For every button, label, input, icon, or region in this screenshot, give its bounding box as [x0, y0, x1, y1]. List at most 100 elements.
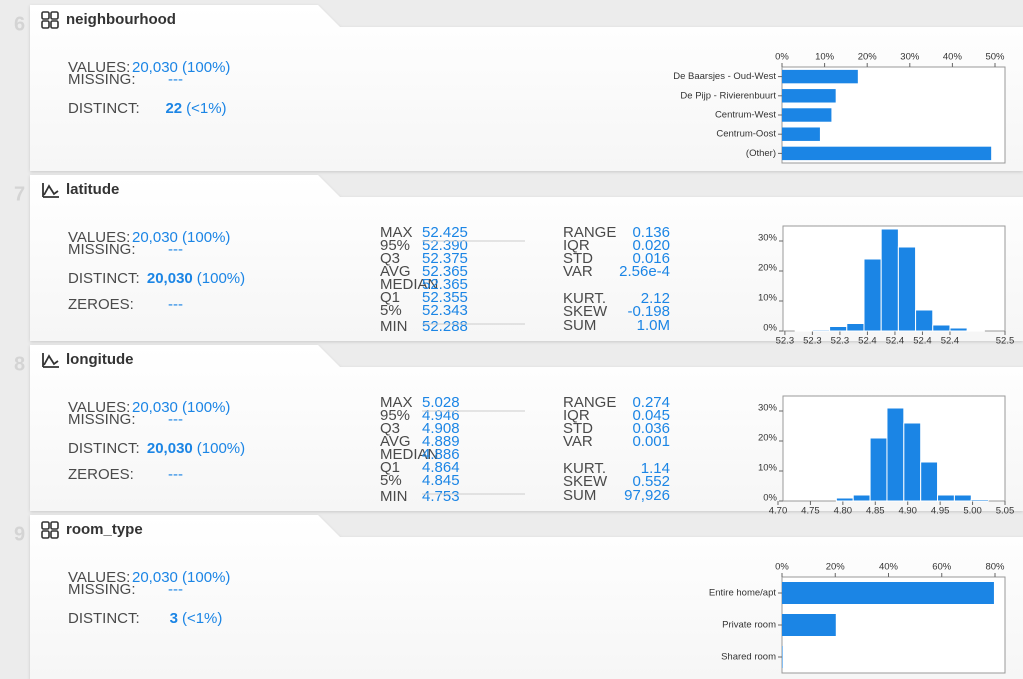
bar [782, 69, 858, 84]
moment-value: 1.0M [637, 317, 670, 334]
histogram-bar [880, 228, 899, 332]
quantile-label: Q3 [380, 250, 400, 267]
x-tick-label: 4.95 [931, 506, 950, 517]
category-label: Centrum-Oost [716, 129, 776, 140]
stat-value: --- [168, 466, 183, 483]
stat-value: --- [168, 411, 183, 428]
stat-label: ZEROES: [68, 296, 134, 313]
quantile-value: 52.365 [422, 263, 468, 280]
chart: 0% 10% 20% 30% 40% 50% De Baarsjes - Oud-West D… [673, 52, 1006, 164]
x-tick-label: 52.4 [913, 336, 932, 347]
bar [782, 146, 992, 161]
stat-value: --- [168, 581, 183, 598]
stat-label: DISTINCT: [68, 610, 140, 627]
histogram-bar [897, 246, 917, 332]
quantile-label: AVG [380, 433, 411, 450]
histogram-bar [970, 499, 989, 502]
stat-label: VALUES: [68, 59, 130, 76]
moment-label: VAR [563, 263, 593, 280]
quantile-label: 5% [380, 302, 402, 319]
chart: 0% 20% 40% 60% 80% Entire home/apt Private roo… [709, 562, 1006, 674]
stat-value: 3 (<1%) [170, 610, 223, 627]
stat-label: MISSING: [68, 241, 136, 258]
moment-value: 2.56e-4 [619, 263, 670, 280]
stat-value: --- [168, 296, 183, 313]
category-label: Centrum-West [715, 110, 776, 121]
stat-count: 3 [170, 610, 178, 627]
categorical-icon [41, 530, 50, 539]
stat-value: 20,030 (100%) [132, 399, 230, 416]
quantile-value: 4.889 [422, 433, 460, 450]
numeric-icon [42, 353, 59, 368]
stat-label: VALUES: [68, 569, 130, 586]
categorical-icon [50, 11, 59, 20]
x-tick-label: 20% [858, 52, 878, 63]
histogram-bar [920, 461, 939, 502]
category-label: Shared room [721, 652, 776, 663]
chart: 0% 10% 20% 30% 4.70 4.75 4.80 4.85 4.90 4.95 5.00 5… [758, 395, 1014, 517]
x-tick-label: 30% [900, 52, 920, 63]
stat-label: DISTINCT: [68, 100, 140, 117]
moment-label: SUM [563, 487, 596, 504]
y-tick-label: 30% [758, 403, 778, 414]
quantile-value: 5.028 [422, 394, 460, 411]
categorical-icon [41, 20, 50, 29]
x-tick-label: 52.5 [996, 336, 1015, 347]
categorical-icon [50, 20, 59, 29]
stat-label: MISSING: [68, 71, 136, 88]
stat-label: VALUES: [68, 229, 130, 246]
column-number: 8 [14, 353, 25, 375]
x-tick-label: 40% [943, 52, 963, 63]
moment-label: IQR [563, 407, 590, 424]
moment-value: 1.14 [641, 460, 670, 477]
histogram-bar [852, 494, 871, 502]
column-name: neighbourhood [66, 11, 176, 28]
quantile-label: 95% [380, 407, 410, 424]
histogram-bar [932, 324, 951, 332]
quantile-value: 52.425 [422, 224, 468, 241]
quantile-label: MAX [380, 394, 413, 411]
category-label: De Pijp - Rivierenbuurt [680, 90, 776, 101]
bar [782, 108, 832, 122]
quantile-label: 95% [380, 237, 410, 254]
moment-value: 0.045 [632, 407, 670, 424]
x-tick-label: 4.85 [866, 506, 885, 517]
x-tick-label: 52.3 [803, 336, 822, 347]
card-background [30, 5, 1023, 171]
x-tick-label: 80% [985, 562, 1005, 573]
stat-label: VALUES: [68, 399, 130, 416]
y-tick-label: 0% [763, 493, 777, 504]
x-tick-label: 52.4 [858, 336, 877, 347]
stat-percent: (<1%) [186, 100, 226, 117]
stat-value: 20,030 (100%) [147, 270, 245, 287]
moment-label: SKEW [563, 473, 608, 490]
moment-label: SKEW [563, 303, 608, 320]
y-tick-label: 0% [763, 323, 777, 334]
quantile-value: 4.864 [422, 459, 460, 476]
stat-count: 22 [165, 100, 182, 117]
histogram-bar [966, 329, 985, 332]
y-tick-label: 20% [758, 263, 778, 274]
category-label: (Other) [746, 148, 776, 159]
quantile-label: Q3 [380, 420, 400, 437]
column-number: 6 [14, 13, 25, 35]
x-tick-label: 0% [775, 562, 789, 573]
quantile-value: 4.845 [422, 472, 460, 489]
moment-label: SUM [563, 317, 596, 334]
x-tick-label: 52.3 [831, 336, 850, 347]
stat-label: DISTINCT: [68, 440, 140, 457]
stat-percent: (100%) [197, 440, 245, 457]
quantile-label: AVG [380, 263, 411, 280]
stat-label: ZEROES: [68, 466, 134, 483]
stat-value: 20,030 (100%) [132, 569, 230, 586]
histogram-bar [949, 327, 968, 332]
stat-percent: (<1%) [182, 610, 222, 627]
column-name: latitude [66, 181, 119, 198]
quantile-value: 4.908 [422, 420, 460, 437]
column-card: 9 room_type VALUES: 20,030 (100%)MISSING: --… [14, 515, 1023, 679]
x-tick-label: 20% [826, 562, 846, 573]
card-background [30, 175, 1023, 341]
